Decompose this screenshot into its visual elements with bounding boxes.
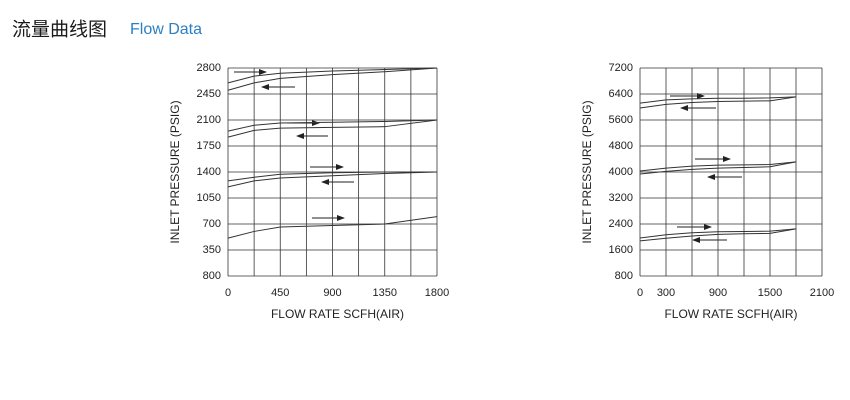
flow-curve [639, 161, 797, 172]
page-title: 流量曲线图 [12, 19, 107, 41]
flow-curve [639, 228, 797, 239]
flow-curve [639, 161, 797, 175]
y-tick-label: 3200 [609, 192, 633, 204]
x-tick-label: 2100 [810, 287, 834, 299]
flow-curve [639, 228, 797, 242]
y-tick-label: 2400 [609, 218, 633, 230]
flow-curve [639, 96, 797, 104]
x-axis-title: FLOW RATE SCFH(AIR) [664, 307, 797, 321]
x-tick-label: 900 [709, 287, 727, 299]
y-tick-label: 5600 [609, 114, 633, 126]
y-tick-label: 1600 [609, 244, 633, 256]
y-tick-label: 700 [203, 218, 221, 230]
flow-curve [227, 119, 438, 132]
page-subtitle: Flow Data [130, 21, 202, 38]
flow-curve [227, 171, 438, 188]
x-axis-title: FLOW RATE SCFH(AIR) [271, 307, 404, 321]
x-tick-label: 1500 [758, 287, 782, 299]
flow-curve [639, 96, 797, 109]
y-tick-label: 1750 [197, 140, 221, 152]
y-tick-label: 4800 [609, 140, 633, 152]
flow-curve [227, 171, 437, 182]
x-tick-label: 900 [323, 287, 341, 299]
y-tick-label: 1400 [197, 166, 221, 178]
x-tick-label: 450 [271, 287, 289, 299]
y-axis-title: INLET PRESSURE (PSIG) [168, 100, 182, 243]
x-tick-label: 300 [657, 287, 675, 299]
y-tick-label: 800 [203, 270, 221, 282]
y-tick-label: 4000 [609, 166, 633, 178]
y-tick-label: 2100 [197, 114, 221, 126]
flow-curve [227, 67, 438, 91]
y-tick-label: 7200 [609, 62, 633, 74]
x-tick-label: 0 [637, 287, 643, 299]
x-tick-label: 1800 [425, 287, 449, 299]
flow-curve [227, 216, 438, 239]
y-axis-title: INLET PRESSURE (PSIG) [580, 100, 594, 243]
x-tick-label: 0 [225, 287, 231, 299]
y-tick-label: 1050 [197, 192, 221, 204]
y-tick-label: 350 [203, 244, 221, 256]
y-tick-label: 2450 [197, 88, 221, 100]
y-tick-label: 800 [615, 270, 633, 282]
y-tick-label: 6400 [609, 88, 633, 100]
x-tick-label: 1350 [373, 287, 397, 299]
flow-curve [227, 119, 438, 138]
flow-curve [227, 67, 438, 84]
y-tick-label: 2800 [197, 62, 221, 74]
